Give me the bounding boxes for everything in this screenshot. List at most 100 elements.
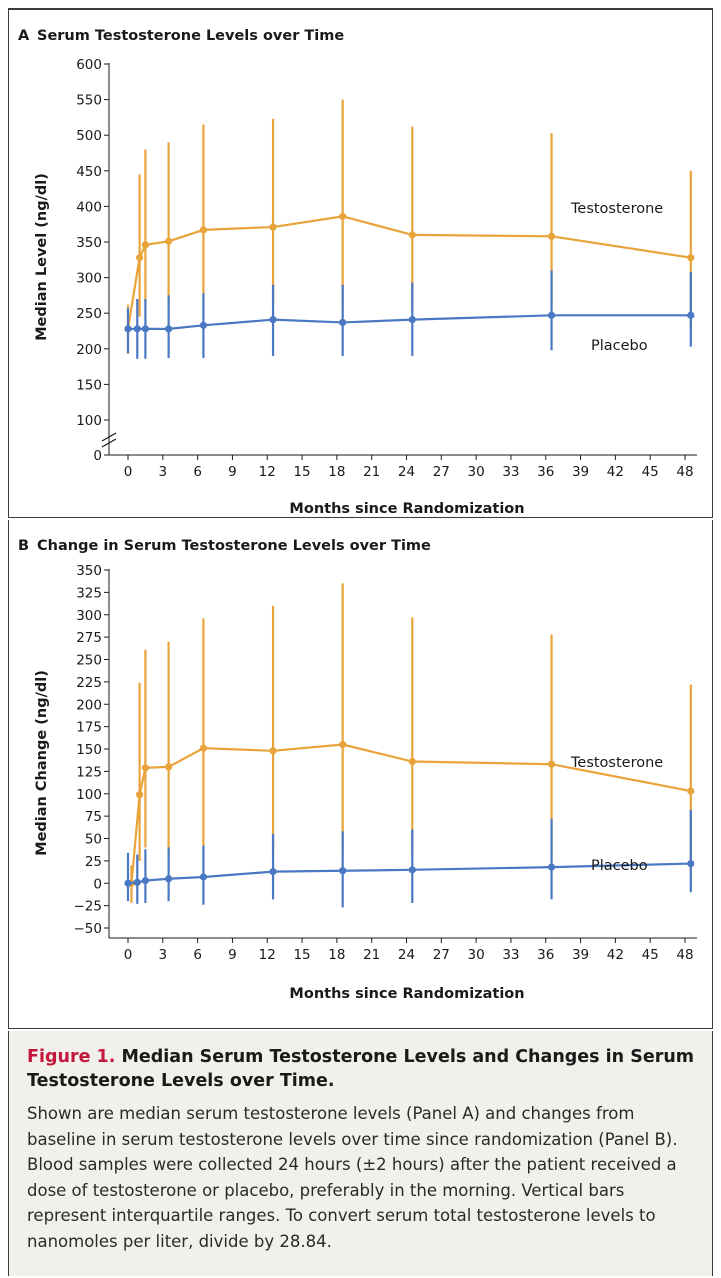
- panel-letter: A: [18, 28, 30, 44]
- data-point-placebo: [124, 879, 132, 887]
- series-line-testosterone: [130, 743, 692, 884]
- x-tick-label: 39: [572, 464, 589, 480]
- x-tick-label: 6: [193, 947, 202, 963]
- caption-body: Shown are median serum testosterone leve…: [27, 1104, 678, 1251]
- x-tick-label: 33: [502, 464, 519, 480]
- y-tick-label: 150: [76, 377, 102, 393]
- x-tick-label: 27: [433, 464, 450, 480]
- x-tick-label: 3: [159, 464, 168, 480]
- panel-b-chart: B Change in Serum Testosterone Levels ove…: [8, 520, 713, 1029]
- data-point-placebo: [269, 868, 277, 876]
- panel-letter: B: [18, 538, 29, 554]
- data-point-testosterone: [141, 241, 150, 249]
- x-tick-label: 18: [328, 464, 345, 480]
- series-label-placebo: Placebo: [591, 858, 648, 874]
- data-point-placebo: [687, 859, 695, 868]
- y-tick-label: 75: [85, 809, 102, 825]
- y-tick-label: 0: [93, 876, 102, 892]
- data-point-placebo: [133, 325, 141, 333]
- x-tick-label: 42: [607, 464, 624, 480]
- caption-title-text: Median Serum Testosterone Levels and Cha…: [27, 1047, 695, 1091]
- x-tick-label: 36: [537, 947, 554, 963]
- data-point-placebo: [133, 878, 141, 886]
- data-point-testosterone: [687, 787, 695, 795]
- x-tick-label: 24: [398, 464, 415, 480]
- data-point-testosterone: [269, 223, 277, 231]
- y-axis-title: Median Change (ng/dl): [34, 670, 50, 856]
- y-tick-label: 250: [76, 306, 102, 322]
- y-tick-label: 275: [76, 630, 102, 646]
- x-tick-label: 9: [228, 464, 237, 480]
- data-point-placebo: [547, 863, 556, 871]
- x-tick-label: 21: [363, 464, 380, 480]
- data-point-placebo: [687, 311, 695, 319]
- x-tick-label: 27: [433, 947, 450, 963]
- data-point-placebo: [339, 318, 347, 327]
- x-tick-label: 9: [228, 947, 237, 963]
- figure: A Serum Testosterone Levels over Time 0 100…: [8, 0, 713, 1278]
- axis-break-mark: [101, 432, 117, 442]
- x-tick-label: 18: [328, 947, 345, 963]
- panel-b-svg: B Change in Serum Testosterone Levels ove…: [18, 538, 697, 1002]
- panel-title: Change in Serum Testosterone Levels over…: [37, 538, 431, 554]
- data-point-testosterone: [547, 760, 556, 768]
- y-tick-label: −25: [74, 899, 103, 915]
- y-tick-label: 400: [76, 199, 102, 215]
- y-tick-label: 100: [76, 787, 102, 803]
- y-tick-label: 600: [76, 57, 102, 73]
- data-point-testosterone: [547, 232, 556, 240]
- y-tick-label: −50: [74, 921, 103, 937]
- data-point-testosterone: [339, 740, 347, 749]
- data-point-testosterone: [165, 237, 173, 245]
- x-tick-label: 24: [398, 947, 415, 963]
- series-label-placebo: Placebo: [591, 338, 648, 354]
- x-tick-label: 15: [293, 947, 310, 963]
- x-tick-label: 48: [676, 464, 693, 480]
- series-line-testosterone: [126, 215, 691, 330]
- data-point-testosterone: [339, 212, 347, 220]
- data-point-placebo: [269, 316, 277, 324]
- x-tick-label: 15: [293, 464, 310, 480]
- y-tick-label: 200: [76, 697, 102, 713]
- y-tick-label: 450: [76, 164, 102, 180]
- data-point-testosterone: [199, 226, 208, 234]
- series-label-testosterone: Testosterone: [570, 755, 663, 771]
- x-tick-label: 0: [124, 464, 133, 480]
- x-tick-label: 45: [642, 464, 659, 480]
- y-axis-title: Median Level (ng/dl): [34, 173, 50, 341]
- data-point-testosterone: [269, 747, 277, 755]
- y-tick-label: 50: [85, 832, 102, 848]
- panel-title: Serum Testosterone Levels over Time: [37, 28, 344, 44]
- y-tick-label: 200: [76, 342, 102, 358]
- data-point-placebo: [339, 867, 347, 875]
- data-point-testosterone: [408, 757, 416, 766]
- data-point-placebo: [165, 875, 173, 883]
- y-tick-label: 225: [76, 675, 102, 691]
- data-point-placebo: [141, 876, 150, 885]
- data-point-placebo: [547, 311, 556, 319]
- x-tick-label: 12: [259, 947, 276, 963]
- data-point-testosterone: [199, 744, 208, 752]
- caption-title: Figure 1. Median Serum Testosterone Leve…: [27, 1045, 696, 1093]
- y-tick-label: 25: [85, 854, 102, 870]
- series-line-placebo: [127, 862, 691, 885]
- x-axis-title: Months since Randomization: [289, 986, 524, 1002]
- x-tick-label: 30: [468, 464, 485, 480]
- x-tick-label: 21: [363, 947, 380, 963]
- data-point-placebo: [408, 866, 416, 874]
- y-tick-label: 500: [76, 128, 102, 144]
- y-tick-label: 150: [76, 742, 102, 758]
- y-tick-label: 250: [76, 653, 102, 669]
- data-point-placebo: [408, 316, 416, 324]
- y-tick-label: 175: [76, 720, 102, 736]
- y-tick-label: 125: [76, 764, 102, 780]
- figure-label: Figure 1.: [27, 1047, 116, 1067]
- data-point-testosterone: [141, 764, 150, 772]
- y-tick-label: 350: [76, 563, 102, 579]
- y-tick-label: 300: [76, 608, 102, 624]
- data-point-testosterone: [136, 254, 144, 262]
- x-tick-label: 3: [159, 947, 168, 963]
- x-tick-label: 12: [259, 464, 276, 480]
- x-tick-label: 6: [193, 464, 202, 480]
- figure-caption: Figure 1. Median Serum Testosterone Leve…: [8, 1031, 713, 1276]
